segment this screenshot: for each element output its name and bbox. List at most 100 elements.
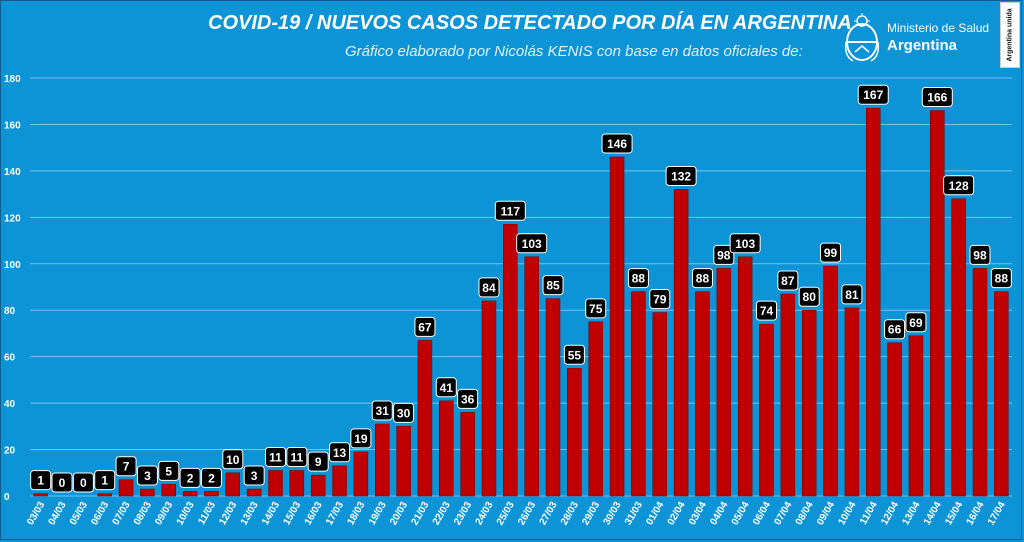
data-label: 2 (208, 471, 215, 485)
data-label-box (665, 165, 697, 186)
data-label: 117 (501, 204, 521, 218)
data-label-box (371, 400, 393, 421)
y-tick-label: 100 (4, 260, 21, 271)
data-label: 128 (949, 179, 969, 193)
x-tick-label: 14/04 (922, 500, 944, 528)
y-tick-label: 40 (4, 399, 16, 410)
data-label-box (478, 277, 500, 298)
data-label: 30 (397, 406, 411, 420)
x-tick-label: 16/04 (965, 500, 987, 528)
y-tick-label: 20 (4, 446, 16, 457)
data-label: 79 (653, 293, 667, 307)
x-tick-label: 31/03 (623, 500, 645, 528)
x-tick-label: 05/04 (730, 500, 752, 528)
data-label: 10 (226, 453, 240, 467)
x-tick-label: 13/03 (239, 500, 261, 528)
data-label: 74 (760, 304, 774, 318)
data-label-box (179, 467, 201, 488)
x-tick-label: 10/03 (175, 500, 197, 528)
data-label-box (329, 442, 351, 463)
x-axis-ticks: 03/03 04/03 05/03 06/03 07/03 08/03 09/03 10/03… (25, 500, 1008, 528)
bar (204, 491, 219, 497)
data-label-box (691, 268, 713, 289)
bar (225, 472, 241, 497)
data-label-box (494, 200, 526, 221)
data-label: 31 (376, 404, 390, 418)
bars (33, 107, 1009, 497)
x-tick-label: 04/03 (47, 500, 69, 528)
data-label: 9 (315, 455, 322, 469)
bar (780, 293, 796, 497)
data-label-box (72, 472, 94, 493)
bar (695, 291, 710, 497)
bar (652, 312, 668, 497)
bar (396, 426, 411, 497)
data-label-box (884, 319, 906, 340)
logo-country-text: Argentina (887, 37, 958, 54)
x-tick-label: 19/03 (367, 500, 389, 528)
x-tick-label: 03/03 (25, 500, 47, 528)
x-tick-label: 13/04 (900, 500, 922, 528)
bar (994, 291, 1009, 497)
data-label-box (905, 312, 927, 333)
data-label: 5 (165, 464, 172, 478)
x-tick-label: 12/04 (879, 500, 901, 528)
data-label-box (990, 268, 1012, 289)
x-tick-label: 07/04 (772, 500, 794, 528)
data-label-box (51, 472, 73, 493)
x-tick-label: 11/04 (858, 500, 880, 527)
data-label: 103 (735, 237, 755, 251)
x-tick-label: 25/03 (495, 500, 517, 528)
data-label-box (601, 133, 633, 154)
bar (801, 309, 817, 497)
x-tick-label: 24/03 (474, 500, 496, 528)
chart-title: COVID-19 / NUEVOS CASOS DETECTADO POR DÍ… (208, 12, 852, 34)
x-tick-label: 14/03 (260, 500, 282, 528)
data-label: 81 (845, 288, 859, 302)
data-label: 85 (546, 279, 560, 293)
x-tick-label: 08/03 (132, 500, 154, 528)
x-tick-label: 06/04 (751, 500, 773, 528)
data-label: 88 (632, 272, 646, 286)
bar (268, 470, 283, 497)
x-tick-label: 02/04 (666, 500, 688, 528)
data-label: 2 (187, 471, 194, 485)
ministry-logo: Ministerio de Salud Argentina (843, 10, 993, 66)
x-tick-label: 15/04 (943, 500, 965, 528)
data-label: 84 (482, 281, 496, 295)
bar (439, 400, 454, 497)
x-tick-label: 08/04 (794, 500, 816, 528)
y-tick-label: 160 (4, 120, 21, 131)
y-tick-label: 120 (4, 213, 21, 224)
y-tick-label: 60 (4, 353, 16, 364)
data-label-box (350, 428, 372, 449)
bar (289, 470, 305, 497)
bar (631, 291, 646, 497)
data-label: 11 (269, 450, 282, 464)
x-tick-label: 22/03 (431, 500, 453, 528)
data-label-box (820, 242, 842, 263)
x-tick-label: 11/03 (196, 500, 218, 527)
y-axis-ticks: 0 20 40 60 80 100 120 140 160 180 (4, 74, 21, 503)
data-label: 13 (333, 446, 347, 460)
bar (759, 323, 774, 497)
data-label-box (921, 87, 953, 108)
bar (374, 423, 390, 497)
x-tick-label: 23/03 (452, 500, 474, 528)
data-label-box (756, 300, 777, 321)
bar (182, 491, 198, 497)
data-label-box (943, 175, 975, 196)
x-tick-label: 12/03 (217, 500, 239, 528)
data-label: 1 (101, 474, 108, 488)
logo-ministry-text: Ministerio de Salud (887, 21, 990, 35)
x-tick-label: 16/03 (303, 500, 325, 528)
bar (417, 340, 433, 497)
x-tick-label: 04/04 (708, 500, 730, 528)
data-label-box (729, 233, 761, 254)
data-label-box (563, 344, 585, 365)
chart-subtitle: Gráfico elaborado por Nicolás KENIS con … (345, 43, 803, 60)
data-label: 88 (995, 272, 1009, 286)
data-label-box (393, 402, 415, 423)
data-label: 103 (522, 237, 542, 251)
